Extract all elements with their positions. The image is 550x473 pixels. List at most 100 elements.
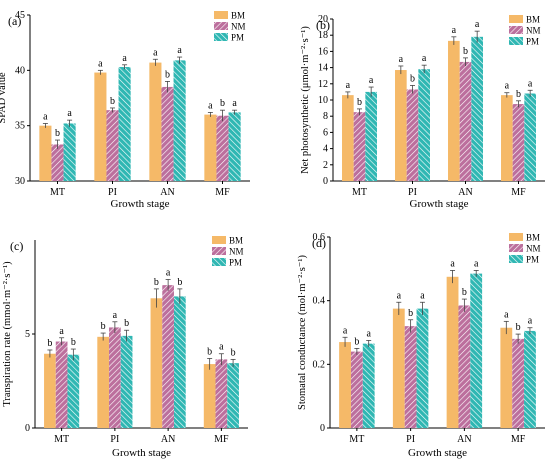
y-tick-label: 6 bbox=[323, 127, 328, 138]
bar-bm bbox=[342, 95, 354, 181]
legend-label-nm: NM bbox=[231, 22, 246, 32]
x-tick-label: PI bbox=[110, 434, 119, 445]
bar-pm bbox=[173, 60, 186, 181]
x-tick-label: MF bbox=[511, 434, 526, 445]
significance-letter: a bbox=[177, 45, 182, 56]
significance-letter: a bbox=[67, 108, 72, 119]
significance-letter: b bbox=[408, 308, 413, 319]
legend-label-pm: PM bbox=[526, 255, 539, 265]
bar-bm bbox=[39, 125, 52, 181]
chart-panel-4: 00.20.40.6MTabaPIabaANabaMFabaBMNMPM(d)G… bbox=[297, 232, 545, 459]
bar-nm bbox=[512, 338, 525, 428]
bar-bm bbox=[446, 276, 459, 428]
bar-bm bbox=[150, 298, 163, 428]
significance-letter: a bbox=[505, 81, 510, 92]
bar-nm bbox=[106, 110, 119, 181]
x-axis-title: Growth stage bbox=[410, 198, 469, 210]
legend-swatch-bm bbox=[509, 15, 523, 23]
legend-swatch-bm bbox=[212, 236, 226, 244]
significance-letter: a bbox=[399, 54, 404, 65]
y-tick-label: 0 bbox=[320, 423, 325, 434]
x-tick-label: PI bbox=[108, 187, 117, 198]
legend-label-pm: PM bbox=[231, 33, 244, 43]
significance-letter: a bbox=[475, 19, 480, 30]
significance-letter: a bbox=[113, 310, 118, 321]
legend-swatch-nm bbox=[212, 247, 226, 255]
legend-swatch-bm bbox=[509, 233, 523, 241]
x-axis-title: Growth stage bbox=[112, 447, 171, 459]
x-tick-label: MF bbox=[215, 187, 230, 198]
bar-pm bbox=[67, 354, 80, 428]
y-tick-label: 10 bbox=[318, 95, 328, 106]
significance-letter: a bbox=[343, 325, 348, 336]
bar-bm bbox=[204, 114, 217, 181]
x-tick-label: AN bbox=[457, 434, 471, 445]
legend-swatch-pm bbox=[509, 37, 523, 45]
y-tick-label: 12 bbox=[318, 79, 328, 90]
y-axis-title: Transpiration rate (mmol·m⁻²·s⁻¹) bbox=[2, 261, 13, 407]
bar-pm bbox=[524, 330, 536, 428]
y-tick-label: 14 bbox=[318, 63, 328, 74]
bar-pm bbox=[365, 91, 377, 181]
bar-pm bbox=[418, 69, 430, 181]
legend-label-nm: NM bbox=[229, 247, 244, 257]
bar-bm bbox=[203, 364, 216, 428]
bar-pm bbox=[362, 343, 375, 428]
panel-label: (a) bbox=[8, 14, 21, 28]
significance-letter: b bbox=[462, 287, 467, 298]
bar-nm bbox=[512, 104, 525, 181]
x-tick-label: MT bbox=[349, 434, 364, 445]
bar-bm bbox=[97, 336, 110, 428]
bar-bm bbox=[149, 62, 162, 181]
significance-letter: b bbox=[410, 73, 415, 84]
panel-label: (d) bbox=[312, 236, 326, 250]
bar-pm bbox=[524, 93, 536, 181]
y-tick-label: 16 bbox=[318, 46, 328, 57]
chart-panel-2: 02468101214161820MTabaPIabaANabaMFabaBMN… bbox=[300, 14, 545, 210]
significance-letter: a bbox=[452, 25, 457, 36]
legend-label-bm: BM bbox=[526, 233, 540, 243]
significance-letter: b bbox=[357, 97, 362, 108]
significance-letter: a bbox=[422, 53, 427, 64]
significance-letter: b bbox=[154, 277, 159, 288]
legend-swatch-nm bbox=[214, 22, 228, 30]
y-tick-label: 18 bbox=[318, 30, 328, 41]
significance-letter: a bbox=[122, 53, 127, 64]
legend-label-bm: BM bbox=[229, 236, 243, 246]
significance-letter: a bbox=[232, 98, 237, 109]
bar-nm bbox=[109, 327, 121, 428]
bar-bm bbox=[500, 327, 513, 428]
significance-letter: b bbox=[231, 347, 236, 358]
significance-letter: a bbox=[369, 75, 374, 86]
significance-letter: b bbox=[47, 338, 52, 349]
bar-bm bbox=[94, 72, 107, 181]
legend-label-pm: PM bbox=[526, 37, 539, 47]
x-tick-label: MT bbox=[50, 187, 65, 198]
bar-nm bbox=[353, 112, 366, 181]
x-tick-label: AN bbox=[161, 434, 175, 445]
legend-swatch-nm bbox=[509, 26, 523, 34]
significance-letter: a bbox=[346, 80, 351, 91]
significance-letter: a bbox=[166, 267, 171, 278]
y-tick-label: 0.6 bbox=[313, 232, 326, 243]
significance-letter: b bbox=[220, 98, 225, 109]
significance-letter: b bbox=[516, 89, 521, 100]
significance-letter: b bbox=[165, 69, 170, 80]
y-tick-label: 20 bbox=[318, 14, 328, 25]
bar-nm bbox=[459, 61, 472, 181]
bar-pm bbox=[118, 67, 131, 181]
significance-letter: a bbox=[420, 290, 425, 301]
significance-letter: b bbox=[207, 346, 212, 357]
legend-label-pm: PM bbox=[229, 258, 242, 268]
bar-nm bbox=[161, 86, 174, 181]
y-axis-title: Stomatal conductance (mol·m⁻²·s⁻¹) bbox=[297, 255, 308, 411]
significance-letter: b bbox=[463, 46, 468, 57]
significance-letter: a bbox=[528, 78, 533, 89]
significance-letter: b bbox=[124, 318, 129, 329]
legend-label-bm: BM bbox=[526, 15, 540, 25]
panel-label: (b) bbox=[316, 18, 330, 32]
x-tick-label: MT bbox=[54, 434, 69, 445]
bar-nm bbox=[55, 341, 68, 428]
